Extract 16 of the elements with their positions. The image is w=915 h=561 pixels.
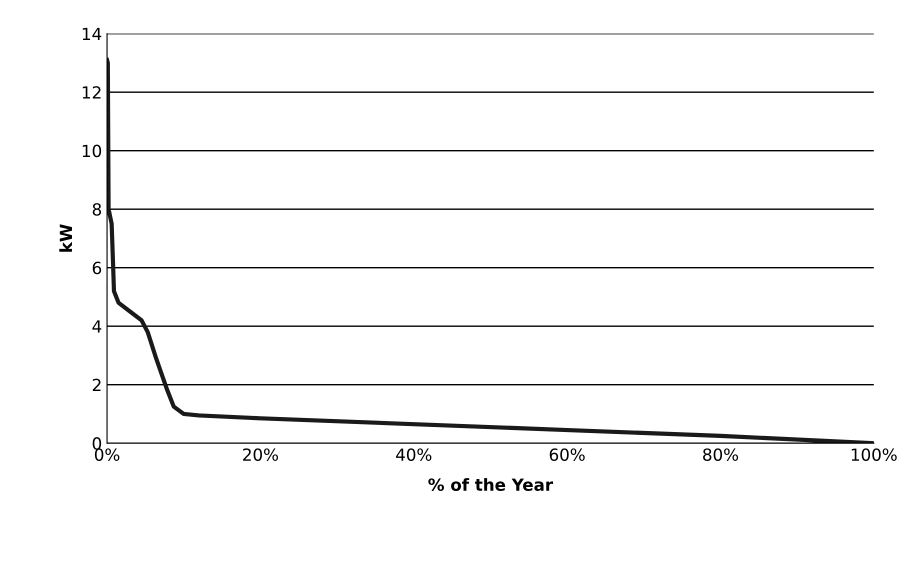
y-tick-label: 2 (92, 378, 101, 392)
y-tick-label: 8 (92, 203, 102, 216)
y-tick-label: 14 (82, 28, 102, 40)
x-tick-label: 20% (243, 448, 278, 461)
y-tick-label: 4 (92, 320, 102, 333)
x-axis-title: % of the Year (428, 478, 554, 491)
y-axis-title: kW (59, 224, 72, 252)
x-tick-label: 60% (550, 448, 585, 461)
x-tick-label: 80% (703, 448, 738, 461)
x-tick-label: 40% (396, 448, 432, 461)
y-tick-label: 10 (82, 144, 102, 158)
x-tick-label: 0% (94, 448, 120, 461)
x-tick-label: 100% (852, 448, 897, 461)
y-tick-label: 0 (92, 437, 102, 450)
y-tick-label: 6 (92, 262, 102, 274)
y-tick-label: 12 (82, 86, 101, 98)
